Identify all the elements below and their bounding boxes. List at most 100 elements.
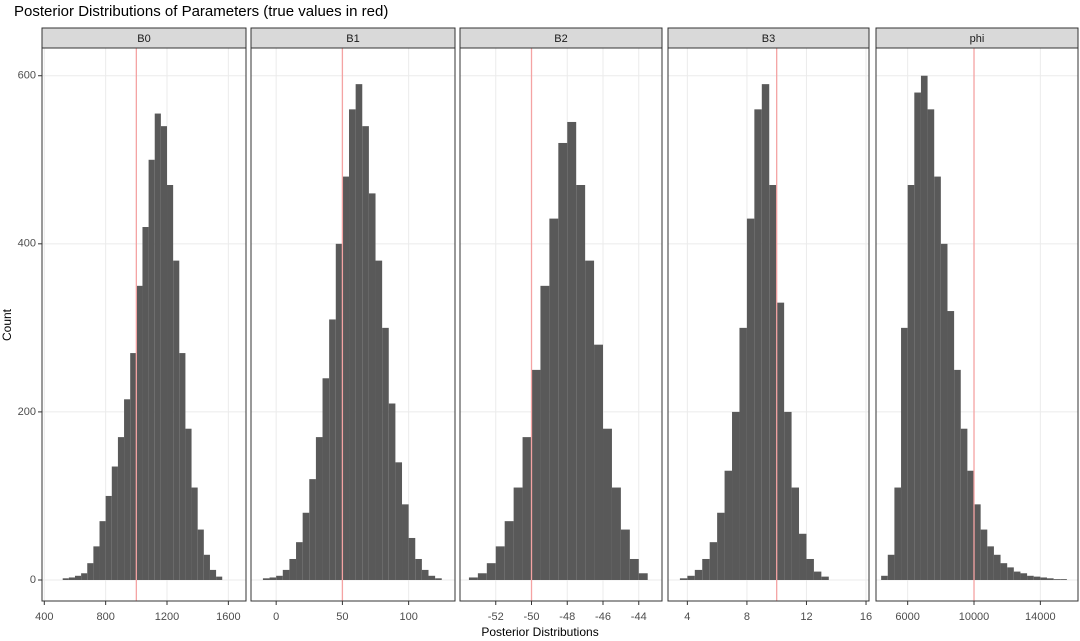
- histogram-bar: [934, 176, 941, 580]
- histogram-bar: [495, 546, 505, 580]
- histogram-bar: [486, 563, 496, 580]
- histogram-bar: [709, 542, 718, 580]
- histogram-bar: [732, 411, 740, 580]
- histogram-bar: [901, 327, 908, 580]
- histogram-bar: [329, 319, 336, 580]
- histogram-bar: [68, 577, 75, 580]
- histogram-bar: [87, 563, 94, 580]
- histogram-bar: [769, 184, 777, 580]
- histogram-bar: [791, 487, 800, 580]
- histogram-bar: [576, 184, 586, 580]
- strip: [875, 27, 1079, 49]
- histogram-bar: [558, 142, 568, 580]
- histogram-bar: [349, 109, 356, 580]
- histogram-bar: [191, 487, 198, 580]
- histogram-bar: [960, 428, 968, 580]
- histogram-bar: [694, 569, 703, 580]
- histogram-bar: [93, 546, 100, 580]
- histogram-bar: [567, 121, 577, 580]
- histogram-bar: [322, 378, 330, 580]
- histogram-bar: [914, 92, 921, 580]
- histogram-bar: [179, 353, 186, 580]
- histogram-bar: [987, 546, 994, 580]
- histogram-bar: [1013, 571, 1021, 580]
- histogram-bar: [806, 558, 814, 580]
- x-tick-label: 14000: [1025, 611, 1056, 623]
- histogram-bar: [375, 260, 383, 580]
- histogram-bar: [148, 159, 155, 580]
- histogram-bar: [209, 569, 217, 580]
- histogram-bar: [620, 529, 630, 580]
- histogram-bar: [154, 113, 161, 580]
- histogram-bar: [522, 437, 532, 580]
- histogram-bar: [477, 573, 487, 580]
- x-tick-label: 4: [684, 611, 690, 623]
- histogram-bar: [262, 578, 270, 580]
- histogram-bar: [594, 344, 604, 580]
- histogram-bar: [1053, 579, 1061, 580]
- histogram-bar: [408, 537, 416, 580]
- histogram-bar: [687, 575, 695, 580]
- histogram-bar: [203, 554, 210, 580]
- histogram-bar: [130, 353, 137, 580]
- histogram-bar: [296, 542, 303, 580]
- histogram-bar: [342, 176, 350, 580]
- histogram-bar: [980, 529, 988, 580]
- histogram-bar: [1033, 576, 1041, 580]
- histogram-bar: [395, 462, 403, 580]
- histogram-bar: [124, 399, 131, 580]
- histogram-bar: [415, 558, 422, 580]
- histogram-bar: [894, 487, 902, 580]
- histogram-bar: [531, 369, 541, 580]
- x-tick-label: 50: [336, 611, 348, 623]
- strip: [41, 27, 247, 49]
- histogram-bar: [679, 578, 688, 580]
- histogram-bar: [638, 573, 648, 580]
- histogram-bar: [167, 184, 174, 580]
- histogram-bar: [954, 369, 961, 580]
- histogram-bar: [368, 193, 376, 580]
- y-tick-label: 400: [18, 238, 36, 250]
- histogram-bar: [136, 285, 143, 580]
- histogram-bar: [799, 533, 807, 580]
- histogram-bar: [717, 512, 725, 580]
- histogram-bar: [309, 479, 316, 580]
- x-tick-label: 1200: [155, 611, 179, 623]
- histogram-bar: [761, 84, 770, 580]
- histogram-bar: [197, 529, 204, 580]
- histogram-bar: [540, 285, 550, 580]
- histogram-bar: [907, 184, 915, 580]
- x-tick-label: 1600: [216, 611, 240, 623]
- histogram-bar: [315, 437, 323, 580]
- histogram-bar: [549, 218, 559, 580]
- histogram-bar: [927, 109, 935, 580]
- histogram-bar: [160, 126, 168, 580]
- x-tick-label: 100: [399, 611, 417, 623]
- histogram-bar: [81, 573, 88, 580]
- histogram-bar: [421, 569, 429, 580]
- histogram-bar: [1000, 563, 1008, 580]
- x-tick-label: -46: [595, 611, 611, 623]
- histogram-bar: [993, 554, 1001, 580]
- x-tick-label: 0: [273, 611, 279, 623]
- y-tick-label: 0: [30, 574, 36, 586]
- strip: [667, 27, 870, 49]
- histogram-bar: [117, 437, 125, 580]
- histogram-bar: [382, 327, 389, 580]
- histogram-bar: [355, 84, 363, 580]
- y-axis-title: Count: [0, 308, 14, 341]
- strip: [250, 27, 456, 49]
- histogram-bar: [881, 575, 888, 580]
- x-tick-label: 400: [35, 611, 53, 623]
- x-tick-label: -44: [631, 611, 647, 623]
- histogram-bar: [428, 575, 436, 580]
- histogram-bar: [362, 126, 369, 580]
- histogram-bar: [702, 558, 710, 580]
- x-tick-label: 8: [744, 611, 750, 623]
- histogram-bar: [74, 575, 82, 580]
- histogram-bar: [947, 311, 955, 580]
- strip-label: B0: [137, 33, 150, 45]
- histogram-bar: [185, 428, 192, 580]
- histogram-bar: [99, 521, 106, 580]
